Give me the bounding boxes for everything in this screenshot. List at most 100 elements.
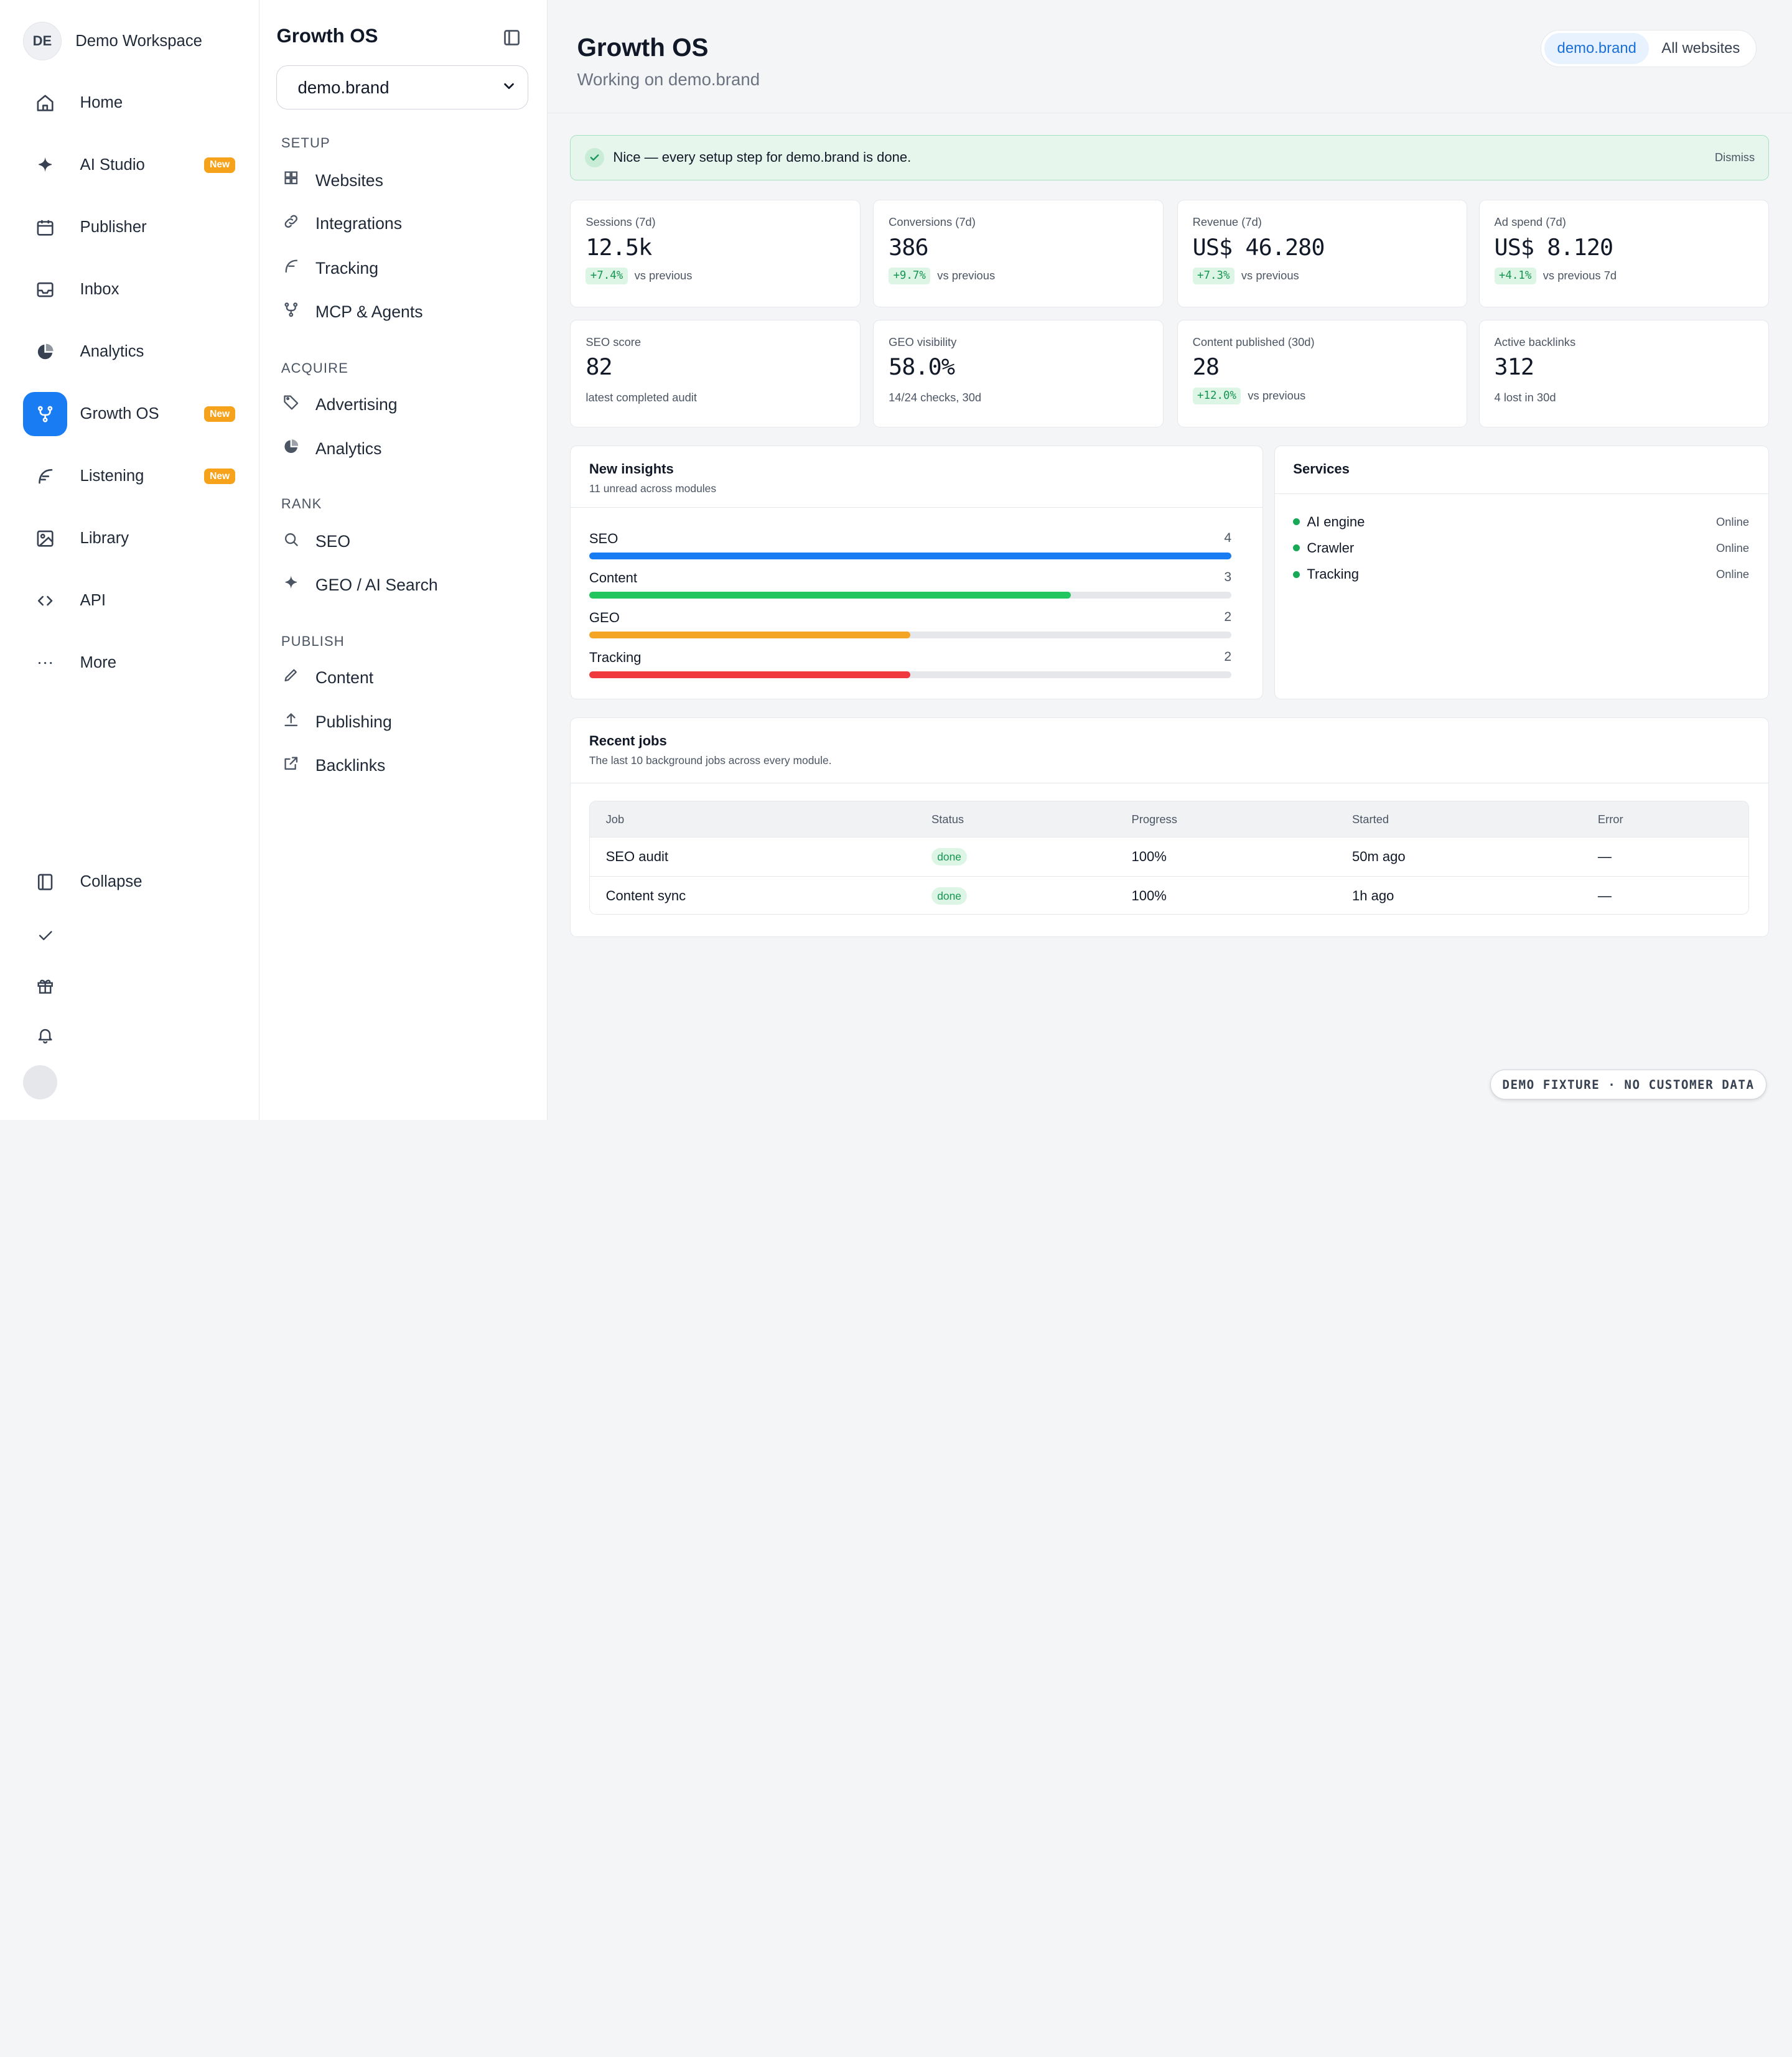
kpi-card-sessions[interactable]: Sessions (7d) 12.5k +7.4% vs previous	[570, 200, 861, 308]
rail-item-growth-os[interactable]: Growth OS New	[22, 391, 240, 437]
website-select[interactable]: demo.brand	[276, 65, 528, 110]
subnav-item-integrations[interactable]: Integrations	[282, 208, 523, 240]
page-title: Growth OS	[577, 33, 709, 62]
setup-complete-banner: Nice — every setup step for demo.brand i…	[570, 134, 1770, 181]
collapse-button[interactable]: Collapse	[23, 859, 240, 905]
subnav-item-websites[interactable]: Websites	[282, 164, 523, 196]
service-row-tracking: Tracking Online	[1293, 566, 1749, 582]
scope-current-site[interactable]: demo.brand	[1544, 33, 1650, 64]
kpi-note: vs previous 7d	[1542, 269, 1617, 282]
column-header-error[interactable]: Error	[1597, 812, 1623, 826]
rail-item-listening[interactable]: Listening New	[23, 454, 240, 499]
rail-item-label: Inbox	[80, 281, 119, 299]
kpi-note: vs previous	[937, 269, 996, 282]
subnav-item-label: Integrations	[315, 214, 403, 233]
column-header-started[interactable]: Started	[1351, 812, 1389, 826]
status-dot	[1293, 544, 1300, 552]
column-header-progress[interactable]: Progress	[1131, 812, 1177, 826]
website-select-value: demo.brand	[297, 77, 390, 97]
toggle-sidebar-button[interactable]	[502, 27, 522, 48]
kpi-card-active-backlinks[interactable]: Active backlinks 312 4 lost in 30d	[1478, 320, 1770, 427]
subnav-item-mcp-agents[interactable]: MCP & Agents	[282, 296, 523, 328]
workspace-switcher[interactable]: DE Demo Workspace	[22, 21, 202, 61]
subnav-item-label: Advertising	[315, 394, 398, 414]
branch-icon	[282, 301, 300, 324]
rail-item-home[interactable]: Home	[23, 80, 240, 126]
subnav-item-backlinks[interactable]: Backlinks	[282, 750, 523, 781]
subnav-item-content[interactable]: Content	[282, 661, 523, 693]
subnav-item-seo[interactable]: SEO	[282, 526, 523, 557]
insight-row-geo[interactable]: GEO 2	[589, 609, 1232, 639]
scope-all-websites[interactable]: All websites	[1661, 40, 1740, 57]
service-row-crawler: Crawler Online	[1293, 540, 1749, 556]
kpi-card-revenue[interactable]: Revenue (7d) US$ 46.280 +7.3% vs previous	[1177, 200, 1468, 308]
job-error: —	[1597, 849, 1612, 865]
recent-jobs-header: Recent jobs The last 10 background jobs …	[571, 718, 1769, 784]
insight-row-tracking[interactable]: Tracking 2	[589, 650, 1232, 679]
rail-item-inbox[interactable]: Inbox	[23, 267, 240, 312]
kpi-card-seo-score[interactable]: SEO score 82 latest completed audit	[570, 320, 861, 427]
sidebar-icon	[23, 860, 68, 905]
secondary-sidebar: Growth OS demo.brand SETUP Websites Inte…	[259, 0, 548, 1120]
job-progress: 100%	[1131, 849, 1167, 865]
rail-item-analytics[interactable]: Analytics	[23, 329, 240, 375]
insight-label: SEO	[589, 531, 618, 547]
rail-item-label: More	[80, 654, 117, 672]
job-name: Content sync	[605, 888, 686, 904]
scope-toggle: demo.brand All websites	[1540, 29, 1757, 68]
grid-icon	[282, 169, 300, 192]
insight-row-content[interactable]: Content 3	[589, 570, 1232, 599]
subnav-item-tracking[interactable]: Tracking	[282, 253, 523, 284]
dismiss-button[interactable]: Dismiss	[1714, 151, 1755, 164]
rail-item-label: Library	[80, 529, 129, 548]
kpi-value: 312	[1494, 353, 1534, 381]
subnav-item-label: Content	[315, 668, 374, 687]
kpi-label: Conversions (7d)	[889, 215, 976, 229]
service-status: Online	[1716, 567, 1750, 581]
status-badge: done	[931, 887, 968, 905]
kpi-note: vs previous	[634, 269, 693, 282]
kpi-delta: +9.7%	[889, 267, 931, 284]
job-started: 1h ago	[1351, 888, 1394, 904]
insight-row-seo[interactable]: SEO 4	[589, 531, 1232, 560]
branch-icon	[22, 391, 68, 437]
column-header-job[interactable]: Job	[605, 812, 625, 826]
gifts-button[interactable]	[23, 971, 68, 1005]
kpi-label: Active backlinks	[1494, 335, 1576, 349]
column-header-status[interactable]: Status	[931, 812, 964, 826]
table-row[interactable]: SEO audit done 100% 50m ago —	[589, 837, 1749, 877]
kpi-card-content-published[interactable]: Content published (30d) 28 +12.0% vs prev…	[1177, 320, 1468, 427]
more-icon	[23, 641, 68, 686]
tag-icon	[282, 393, 300, 416]
new-badge: New	[203, 468, 236, 485]
rail-item-library[interactable]: Library	[23, 516, 240, 561]
insight-count: 2	[1224, 609, 1232, 624]
rail-item-label: AI Studio	[80, 156, 145, 174]
subnav-item-analytics[interactable]: Analytics	[282, 433, 523, 465]
notifications-button[interactable]	[23, 1020, 68, 1055]
check-circle-icon	[584, 147, 604, 168]
feather-icon	[282, 258, 300, 280]
subnav-item-advertising[interactable]: Advertising	[282, 388, 523, 420]
workspace-avatar: DE	[22, 21, 62, 61]
rail-item-label: Listening	[80, 467, 144, 485]
services-title: Services	[1293, 461, 1350, 477]
rail-item-ai-studio[interactable]: AI Studio New	[23, 142, 240, 188]
user-avatar[interactable]	[22, 1065, 57, 1099]
job-name: SEO audit	[605, 849, 668, 865]
rail-item-more[interactable]: More	[23, 640, 240, 686]
table-row[interactable]: Content sync done 100% 1h ago —	[590, 877, 1748, 914]
tasks-button[interactable]	[23, 921, 68, 955]
kpi-label: SEO score	[586, 335, 642, 349]
kpi-card-conversions[interactable]: Conversions (7d) 386 +9.7% vs previous	[873, 200, 1164, 308]
status-dot	[1293, 571, 1300, 578]
subnav-item-geo-ai-search[interactable]: GEO / AI Search	[282, 569, 523, 601]
insight-label: GEO	[589, 609, 620, 625]
kpi-note: 14/24 checks, 30d	[889, 391, 982, 404]
subnav-item-publishing[interactable]: Publishing	[282, 706, 523, 738]
rail-item-api[interactable]: API	[23, 578, 240, 623]
kpi-card-geo-visibility[interactable]: GEO visibility 58.0% 14/24 checks, 30d	[873, 320, 1164, 427]
rail-item-publisher[interactable]: Publisher	[23, 205, 240, 250]
job-error: —	[1597, 888, 1612, 904]
kpi-card-ad-spend[interactable]: Ad spend (7d) US$ 8.120 +4.1% vs previous…	[1478, 200, 1770, 308]
